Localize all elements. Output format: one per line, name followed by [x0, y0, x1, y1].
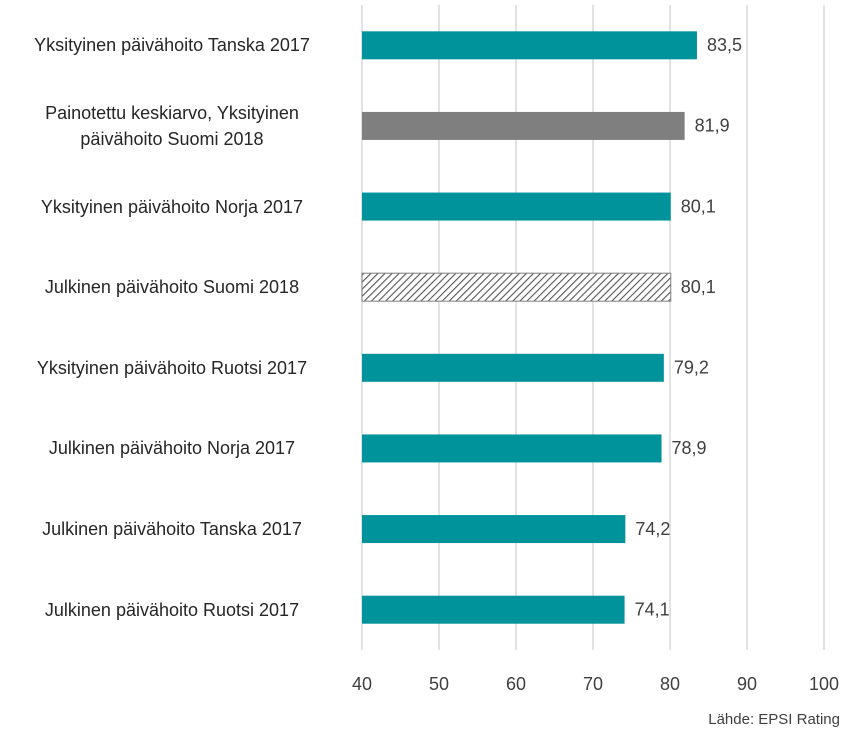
x-tick-label: 90: [737, 674, 757, 694]
value-label: 79,2: [674, 358, 709, 378]
value-label: 74,2: [635, 519, 670, 539]
x-tick-label: 70: [583, 674, 603, 694]
category-label: Julkinen päivähoito Suomi 2018: [44, 277, 300, 298]
x-tick-label: 100: [809, 674, 839, 694]
x-tick-label: 40: [352, 674, 372, 694]
bar: [362, 595, 625, 624]
bar: [362, 515, 626, 544]
category-label: Julkinen päivähoito Tanska 2017: [42, 519, 302, 540]
bar: [362, 192, 671, 221]
source: Lähde: EPSI Rating: [708, 711, 840, 728]
category-label: Julkinen päivähoito Norja 2017: [48, 438, 296, 459]
x-tick-label: 50: [429, 674, 449, 694]
category-label: Yksityinen päivähoito Norja 2017: [40, 196, 304, 217]
value-label: 81,9: [695, 116, 730, 136]
value-label: 74,1: [635, 599, 670, 619]
x-tick-label: 60: [506, 674, 526, 694]
value-label: 83,5: [707, 35, 742, 55]
bar: [362, 111, 685, 140]
bar: [362, 31, 697, 60]
bar: [362, 353, 664, 382]
bar: [362, 434, 662, 463]
category-label: Yksityinen päivähoito Tanska 2017: [34, 35, 310, 56]
category-label: Julkinen päivähoito Ruotsi 2017: [44, 599, 300, 620]
category-label: Painotettu keskiarvo, Yksityinen päiväho…: [45, 102, 299, 149]
x-tick-label: 80: [660, 674, 680, 694]
bar: [361, 272, 672, 302]
value-label: 78,9: [672, 438, 707, 458]
category-label: Yksityinen päivähoito Ruotsi 2017: [36, 357, 308, 378]
value-label: 80,1: [681, 196, 716, 216]
value-label: 80,1: [681, 277, 716, 297]
